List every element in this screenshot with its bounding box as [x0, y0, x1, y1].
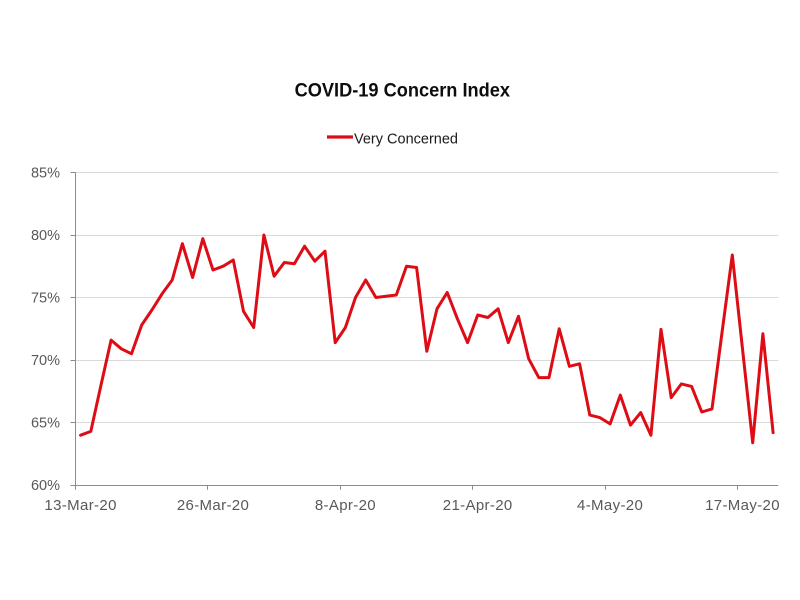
svg-text:17-May-20: 17-May-20: [705, 497, 780, 514]
svg-text:70%: 70%: [31, 353, 60, 369]
svg-text:65%: 65%: [31, 416, 60, 432]
svg-text:60%: 60%: [31, 478, 60, 494]
svg-text:85%: 85%: [31, 165, 60, 181]
svg-text:Very Concerned: Very Concerned: [354, 131, 458, 147]
svg-text:80%: 80%: [31, 228, 60, 244]
svg-text:8-Apr-20: 8-Apr-20: [315, 497, 376, 514]
svg-text:4-May-20: 4-May-20: [577, 497, 643, 514]
svg-text:COVID-19 Concern Index: COVID-19 Concern Index: [295, 79, 511, 101]
svg-text:21-Apr-20: 21-Apr-20: [443, 497, 513, 514]
svg-text:26-Mar-20: 26-Mar-20: [177, 497, 249, 514]
svg-text:75%: 75%: [31, 291, 60, 307]
svg-text:13-Mar-20: 13-Mar-20: [44, 497, 116, 514]
